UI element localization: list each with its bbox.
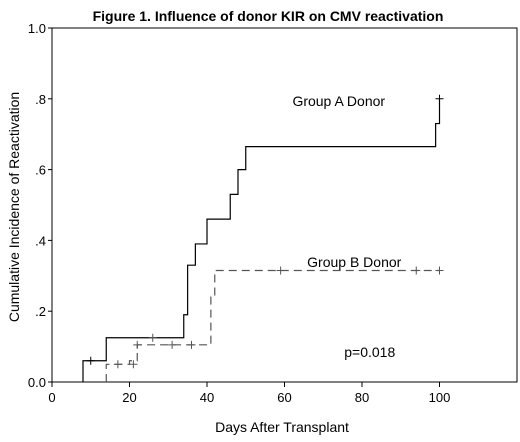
p-value-annotation: p=0.018 xyxy=(344,344,395,360)
censor-mark xyxy=(133,340,142,349)
legend-label-group-b: Group B Donor xyxy=(307,254,401,270)
censor-mark xyxy=(435,94,444,103)
series-layer xyxy=(82,94,444,382)
legend-label-group-a: Group A Donor xyxy=(292,93,385,109)
plot-frame xyxy=(51,27,518,383)
y-tick-label: 1.0 xyxy=(28,21,46,36)
x-tick-label: 20 xyxy=(122,390,136,405)
censor-mark xyxy=(129,360,138,369)
x-tick-label: 60 xyxy=(277,390,291,405)
censor-mark xyxy=(168,340,177,349)
censor-mark xyxy=(86,356,95,365)
censor-mark xyxy=(148,333,157,342)
censor-mark xyxy=(435,266,444,275)
censor-mark xyxy=(187,340,196,349)
chart-title: Figure 1. Influence of donor KIR on CMV … xyxy=(93,8,444,24)
y-tick-label: .4 xyxy=(35,233,46,248)
censor-mark xyxy=(412,266,421,275)
censor-mark xyxy=(276,266,285,275)
x-axis-label: Days After Transplant xyxy=(215,419,349,435)
x-tick-label: 80 xyxy=(355,390,369,405)
plot-area xyxy=(51,27,518,383)
x-axis-ticks: 0 20 40 60 80 100 xyxy=(48,382,450,405)
x-tick-label: 100 xyxy=(429,390,451,405)
x-tick-label: 0 xyxy=(48,390,55,405)
y-tick-label: .2 xyxy=(35,304,46,319)
annotation-layer: Group A Donor Group B Donor p=0.018 xyxy=(292,93,401,360)
y-tick-label: .6 xyxy=(35,163,46,178)
y-axis-label: Cumulative Incidence of Reactivation xyxy=(6,92,22,322)
x-tick-label: 40 xyxy=(200,390,214,405)
censor-mark xyxy=(113,360,122,369)
y-axis-ticks: 0.0 .2 .4 .6 .8 1.0 xyxy=(28,21,52,390)
series-line-group-a xyxy=(82,98,441,382)
y-tick-label: 0.0 xyxy=(28,375,46,390)
series-line-group-b xyxy=(105,269,440,382)
y-tick-label: .8 xyxy=(35,92,46,107)
